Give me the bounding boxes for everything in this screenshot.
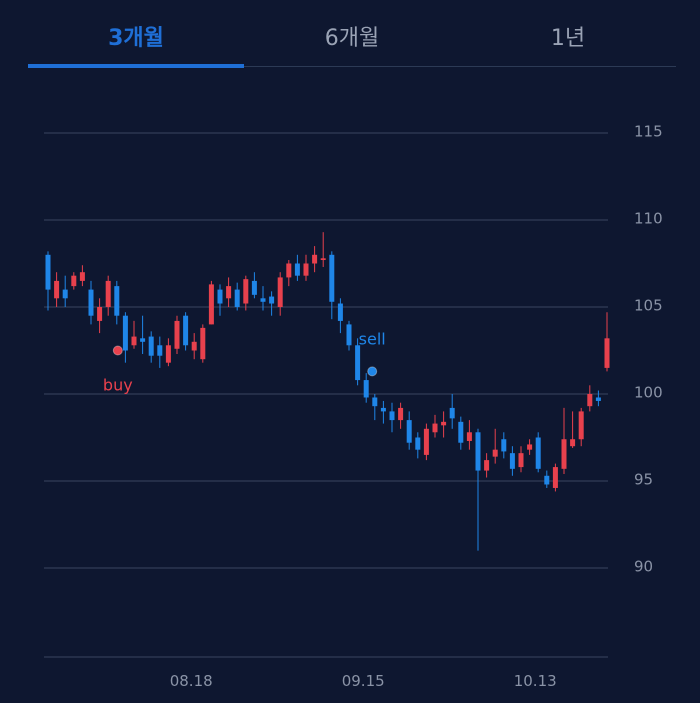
candle-body-57 [535, 437, 541, 469]
candle-body-47 [449, 407, 455, 419]
candle-body-24 [251, 280, 257, 295]
active-tab-indicator [28, 64, 244, 68]
candle-body-23 [243, 279, 249, 304]
candle-body-12 [148, 336, 154, 356]
candle-body-62 [578, 411, 584, 440]
candle-body-9 [122, 315, 128, 351]
candle-body-40 [389, 411, 395, 421]
candle-body-7 [105, 280, 111, 307]
candle-body-10 [131, 336, 137, 346]
candle-body-4 [79, 272, 85, 281]
candle-body-27 [277, 277, 283, 307]
candle-body-0 [45, 254, 51, 290]
x-tick-08.18: 08.18 [170, 672, 213, 690]
candle-body-11 [140, 338, 146, 342]
candle-body-59 [552, 467, 558, 488]
candle-body-2 [62, 289, 68, 299]
candle-body-36 [355, 345, 361, 381]
candle-body-65 [604, 338, 610, 368]
tab-1-year[interactable]: 1년 [550, 26, 586, 51]
period-tabs: 3개월 6개월 1년 [0, 0, 700, 68]
candle-body-25 [260, 298, 266, 302]
candle-body-33 [329, 254, 335, 302]
candle-body-28 [286, 263, 292, 278]
sell-marker-label: sell [359, 329, 386, 348]
x-tick-10.13: 10.13 [514, 672, 557, 690]
candle-body-60 [561, 439, 567, 469]
candle-body-55 [518, 453, 524, 468]
candle-body-63 [587, 394, 593, 407]
candle-body-45 [432, 423, 438, 433]
candle-body-20 [217, 289, 223, 304]
candle-body-30 [303, 263, 309, 276]
candle-body-41 [398, 407, 404, 421]
candle-body-34 [337, 303, 343, 321]
y-tick-90: 90 [634, 558, 653, 576]
tab-3-months[interactable]: 3개월 [108, 26, 164, 51]
candle-body-48 [458, 421, 464, 443]
y-tick-110: 110 [634, 210, 663, 228]
candle-body-3 [71, 275, 77, 287]
y-tick-95: 95 [634, 471, 653, 489]
candle-body-26 [269, 296, 275, 304]
candle-body-1 [54, 280, 60, 299]
tab-6-months[interactable]: 6개월 [324, 26, 380, 51]
candle-body-5 [88, 289, 94, 316]
candle-body-35 [346, 324, 352, 346]
candle-body-37 [363, 380, 369, 398]
candle-body-21 [226, 286, 232, 299]
candle-body-8 [114, 286, 120, 316]
candle-body-29 [294, 263, 300, 276]
candle-body-18 [200, 327, 206, 360]
buy-marker-label: buy [103, 376, 133, 395]
tab-baseline [28, 66, 676, 67]
candle-body-64 [595, 397, 601, 401]
candle-body-61 [570, 439, 576, 447]
sell-marker-dot [367, 366, 378, 377]
candle-body-51 [484, 460, 490, 471]
candle-body-22 [234, 289, 240, 307]
candle-body-13 [157, 345, 163, 356]
candle-body-16 [183, 315, 189, 346]
candle-body-50 [475, 432, 481, 471]
x-tick-09.15: 09.15 [342, 672, 385, 690]
candle-body-43 [415, 437, 421, 450]
y-tick-105: 105 [634, 297, 663, 315]
candle-body-54 [509, 453, 515, 469]
candle-body-14 [165, 345, 171, 363]
candle-body-46 [441, 421, 447, 426]
candle-body-6 [97, 307, 103, 321]
candle-body-38 [372, 397, 378, 407]
candle-body-56 [527, 444, 533, 450]
y-tick-115: 115 [634, 123, 663, 141]
candle-body-31 [312, 254, 318, 264]
candle-body-39 [380, 407, 386, 412]
y-tick-100: 100 [634, 384, 663, 402]
candle-body-17 [191, 341, 197, 351]
candle-body-58 [544, 475, 550, 485]
candle-body-53 [501, 439, 507, 452]
candle-body-44 [423, 428, 429, 455]
candle-body-32 [320, 258, 326, 261]
buy-marker-dot [112, 345, 123, 356]
candle-body-19 [208, 284, 214, 325]
candle-body-42 [406, 420, 412, 443]
candle-body-52 [492, 449, 498, 457]
candle-body-15 [174, 320, 180, 349]
candle-body-49 [466, 432, 472, 441]
